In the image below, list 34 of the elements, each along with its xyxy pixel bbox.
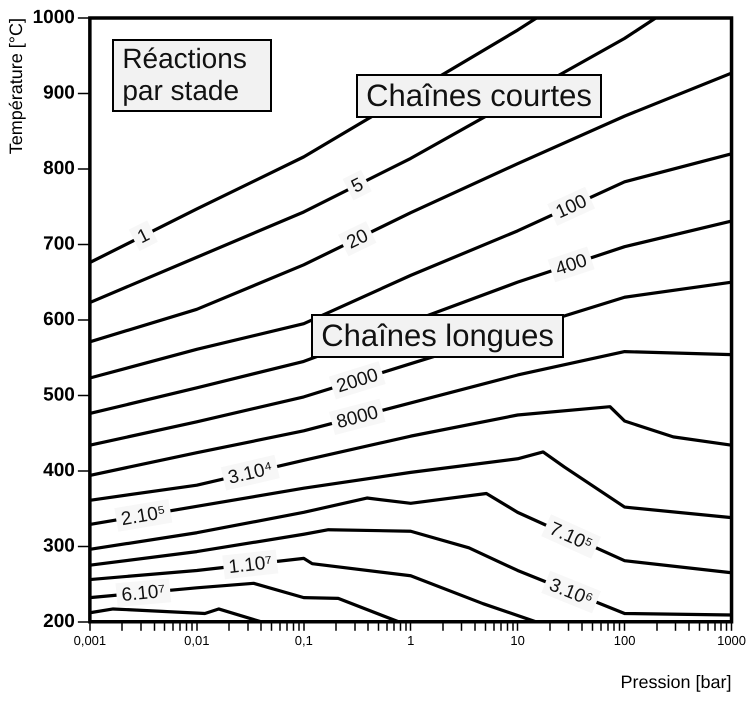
- text: 7.10⁵: [546, 518, 596, 556]
- y-axis-title: Température [°C]: [6, 18, 26, 154]
- x-tick-label: 0,01: [184, 633, 210, 648]
- x-tick-label: 1000: [717, 633, 746, 648]
- x-axis-title: Pression [bar]: [620, 672, 732, 692]
- y-tick-label: 700: [43, 234, 75, 255]
- y-tick-label: 1000: [32, 7, 75, 28]
- text: 3.10⁶: [546, 574, 596, 611]
- x-tick-label: 10: [510, 633, 525, 648]
- text: 1.10⁷: [227, 552, 274, 578]
- annotation: Chaînes longues: [311, 314, 564, 358]
- text: 3.10⁴: [226, 458, 275, 489]
- text: 1: [134, 224, 154, 248]
- text: 8000: [334, 402, 380, 434]
- y-tick-label: 900: [43, 82, 75, 104]
- text: 400: [553, 250, 590, 280]
- annotation: Réactions par stade: [112, 39, 272, 112]
- x-tick-label: 1: [407, 633, 414, 648]
- text: 5: [348, 174, 367, 198]
- text: 2000: [334, 364, 381, 398]
- y-tick-label: 200: [43, 611, 75, 632]
- y-tick-label: 400: [43, 460, 75, 482]
- y-tick-label: 300: [43, 536, 75, 557]
- text: 6.10⁷: [120, 581, 166, 606]
- y-tick-label: 500: [43, 384, 75, 406]
- text: 2.10⁵: [120, 502, 168, 530]
- annotation: Chaînes courtes: [356, 74, 602, 118]
- text: 20: [343, 225, 372, 254]
- x-tick-label: 0,1: [294, 633, 313, 648]
- text: 100: [552, 190, 590, 224]
- x-tick-label: 0,001: [74, 633, 106, 648]
- y-tick-label: 800: [43, 158, 75, 180]
- x-tick-label: 100: [614, 633, 636, 648]
- y-tick-label: 600: [43, 309, 75, 330]
